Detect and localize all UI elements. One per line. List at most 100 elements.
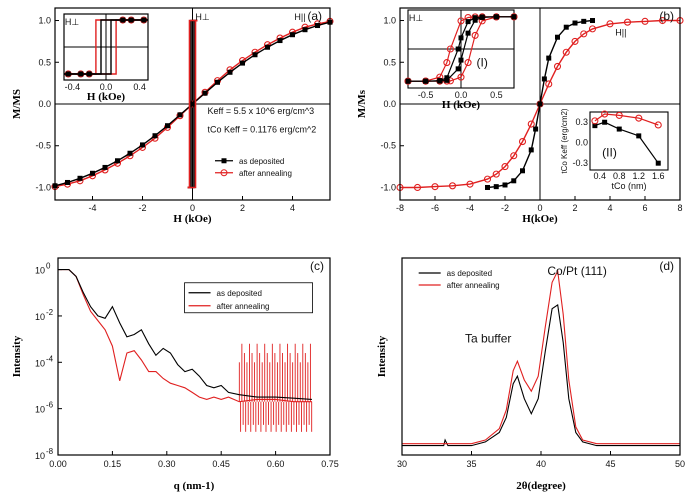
y-tick-label: 10 <box>35 358 45 368</box>
x-tick-label: 0 <box>537 203 542 213</box>
data-point <box>501 163 509 171</box>
inset-point <box>141 17 147 23</box>
series-line <box>402 303 680 447</box>
x-tick-label: 50 <box>675 459 685 469</box>
panel-b: -8 -6 -4 -2 0 2 4 6 8 -1.0 -0.5 0.0 0.5 1.0 H(kOe) M/Ms… <box>356 8 684 225</box>
inset1-x-tick-label: 0.0 <box>455 90 468 100</box>
x-tick-label: 0.60 <box>267 459 285 469</box>
inset1-point <box>465 19 471 25</box>
data-point <box>240 60 245 66</box>
noise-spikes <box>238 343 313 432</box>
inset1-point <box>472 17 478 23</box>
legend-label: after annealing <box>217 302 270 311</box>
x-axis-label: 2θ(degree) <box>516 480 566 492</box>
inset2-x-tick-label: 1.2 <box>632 171 645 181</box>
inset2-point <box>601 110 609 118</box>
inset1-point <box>444 77 450 83</box>
x-tick-label: -4 <box>466 203 474 213</box>
x-tick-label: -2 <box>138 203 146 213</box>
inset-point <box>120 17 126 23</box>
x-axis-label: q (nm-1) <box>174 480 215 492</box>
inset1-x-tick-label: 0.5 <box>490 90 503 100</box>
inset1-h-label: H⊥ <box>409 13 423 23</box>
inset1-point <box>457 17 465 25</box>
data-point <box>202 90 208 96</box>
data-point <box>527 120 535 128</box>
inset1-x-label: H (kOe) <box>442 99 481 111</box>
y-tick-label: -0.5 <box>380 141 396 151</box>
data-point <box>590 18 595 24</box>
y-tick-label: 0.0 <box>38 99 51 109</box>
inset1-point <box>493 14 499 20</box>
legend-marker <box>220 169 228 177</box>
inset-x-tick-label: 0.0 <box>100 82 113 92</box>
data-point <box>252 52 258 58</box>
inset1-point <box>458 35 464 41</box>
inset-point <box>128 17 134 23</box>
y-axis-label: M/Ms <box>356 89 368 118</box>
data-point <box>177 112 183 118</box>
inset2-y-tick-label: -0.3 <box>572 158 588 168</box>
inset1-point <box>465 30 471 36</box>
inset1-point <box>464 59 472 67</box>
x-tick-label: 2 <box>572 203 577 213</box>
data-point <box>546 55 552 61</box>
x-tick-label: 8 <box>677 203 682 213</box>
data-point <box>545 80 553 88</box>
data-point <box>152 133 158 139</box>
x-tick-label: 0.45 <box>212 459 230 469</box>
inset2-point <box>654 121 662 129</box>
inset2-series-line <box>594 113 659 126</box>
data-point <box>302 27 308 33</box>
inset-label: H⊥ <box>65 17 79 27</box>
annotation: tCo Keff = 0.1176 erg/cm^2 <box>208 124 317 134</box>
inset1-point <box>457 73 465 81</box>
data-point <box>580 30 588 38</box>
y-tick-exponent: -8 <box>46 447 54 456</box>
inset-point <box>78 71 84 77</box>
panel-label: (d) <box>659 259 674 273</box>
x-tick-label: 40 <box>536 459 546 469</box>
data-point <box>658 16 667 25</box>
label-h-perp: H⊥ <box>195 12 209 22</box>
legend-label: as deposited <box>239 157 284 166</box>
y-tick-exponent: -6 <box>46 401 54 410</box>
inset2-point <box>615 111 623 119</box>
data-point <box>140 142 145 148</box>
data-point <box>563 24 569 30</box>
data-point <box>623 18 632 26</box>
inset2-point <box>616 126 622 132</box>
inset1-point <box>437 78 443 84</box>
inset2-x-tick-label: 1.6 <box>652 171 665 181</box>
x-tick-label: -8 <box>396 203 404 213</box>
data-point <box>483 175 492 183</box>
inset2-y-tick-label: 0.3 <box>575 117 588 127</box>
x-tick-label: 0 <box>190 203 195 213</box>
data-point <box>533 126 539 132</box>
series-line <box>402 269 680 445</box>
panel-label: (a) <box>307 9 322 23</box>
annotation-copt: Co/Pt (111) <box>547 264 607 278</box>
data-point <box>588 25 597 33</box>
legend-label: as deposited <box>217 289 262 298</box>
panel-a-frame <box>54 7 331 201</box>
y-tick-label: 1.0 <box>38 16 51 26</box>
y-tick-label: 10 <box>35 266 45 276</box>
x-tick-label: 2 <box>240 203 245 213</box>
data-point <box>571 37 579 45</box>
panel-label: (c) <box>310 259 324 273</box>
inset1-point <box>472 15 478 21</box>
legend-marker <box>221 158 227 164</box>
data-point <box>528 147 534 153</box>
inset-loop <box>64 19 148 75</box>
data-point <box>537 101 543 107</box>
legend-label: after annealing <box>239 169 292 178</box>
label-h-par: H|| <box>294 12 305 22</box>
inset2-point <box>591 117 599 125</box>
x-tick-label: 35 <box>466 459 476 469</box>
inset2-label: (II) <box>602 145 617 159</box>
panel-d-frame <box>401 257 681 456</box>
inset-x-tick-label: 0.4 <box>133 82 146 92</box>
x-tick-label: 6 <box>642 203 647 213</box>
